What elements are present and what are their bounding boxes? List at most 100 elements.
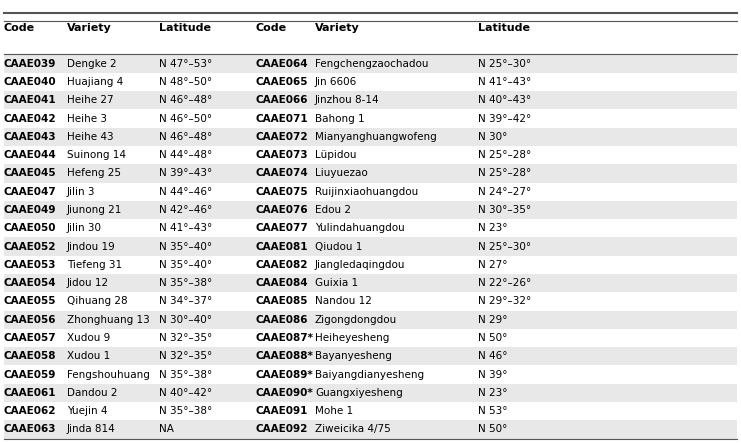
Text: Jindou 19: Jindou 19: [67, 241, 116, 252]
Text: Nandou 12: Nandou 12: [315, 296, 372, 307]
Text: N 32°–35°: N 32°–35°: [159, 351, 213, 361]
Text: Latitude: Latitude: [478, 23, 530, 34]
Text: CAAE043: CAAE043: [4, 132, 56, 142]
Text: Xudou 1: Xudou 1: [67, 351, 110, 361]
Text: Bayanyesheng: Bayanyesheng: [315, 351, 392, 361]
Text: CAAE071: CAAE071: [256, 113, 308, 124]
Text: N 47°–53°: N 47°–53°: [159, 58, 213, 69]
Text: N 50°: N 50°: [478, 333, 508, 343]
Text: CAAE054: CAAE054: [4, 278, 56, 288]
Text: CAAE073: CAAE073: [256, 150, 308, 160]
Text: CAAE055: CAAE055: [4, 296, 56, 307]
Text: Jiangledaqingdou: Jiangledaqingdou: [315, 260, 405, 270]
Text: N 35°–40°: N 35°–40°: [159, 260, 213, 270]
Text: CAAE042: CAAE042: [4, 113, 56, 124]
Text: N 23°: N 23°: [478, 388, 508, 398]
Text: Mianyanghuangwofeng: Mianyanghuangwofeng: [315, 132, 436, 142]
Text: N 44°–48°: N 44°–48°: [159, 150, 213, 160]
Text: Dengke 2: Dengke 2: [67, 58, 116, 69]
Bar: [4, 311, 737, 329]
Text: CAAE076: CAAE076: [256, 205, 308, 215]
Text: CAAE040: CAAE040: [4, 77, 56, 87]
Bar: [4, 384, 737, 402]
Text: CAAE072: CAAE072: [256, 132, 308, 142]
Text: N 39°: N 39°: [478, 369, 508, 380]
Bar: [4, 292, 737, 311]
Text: Xudou 9: Xudou 9: [67, 333, 110, 343]
Text: Jilin 30: Jilin 30: [67, 223, 102, 233]
Text: CAAE053: CAAE053: [4, 260, 56, 270]
Text: CAAE087*: CAAE087*: [256, 333, 313, 343]
Text: N 23°: N 23°: [478, 223, 508, 233]
Text: N 24°–27°: N 24°–27°: [478, 187, 531, 197]
Text: Jidou 12: Jidou 12: [67, 278, 109, 288]
Text: N 30°–40°: N 30°–40°: [159, 315, 213, 325]
Text: CAAE081: CAAE081: [256, 241, 308, 252]
Text: Zhonghuang 13: Zhonghuang 13: [67, 315, 150, 325]
Text: Jinzhou 8-14: Jinzhou 8-14: [315, 95, 379, 105]
Text: Mohe 1: Mohe 1: [315, 406, 353, 416]
Text: N 25°–28°: N 25°–28°: [478, 150, 531, 160]
Bar: [4, 146, 737, 164]
Bar: [4, 274, 737, 292]
Text: N 50°: N 50°: [478, 424, 508, 435]
Bar: [4, 219, 737, 237]
Text: CAAE074: CAAE074: [256, 168, 308, 179]
Text: CAAE092: CAAE092: [256, 424, 308, 435]
Text: Suinong 14: Suinong 14: [67, 150, 126, 160]
Text: CAAE058: CAAE058: [4, 351, 56, 361]
Text: Qihuang 28: Qihuang 28: [67, 296, 127, 307]
Bar: [4, 183, 737, 201]
Text: NA: NA: [159, 424, 174, 435]
Text: CAAE047: CAAE047: [4, 187, 56, 197]
Text: N 41°–43°: N 41°–43°: [478, 77, 531, 87]
Text: CAAE062: CAAE062: [4, 406, 56, 416]
Bar: [4, 365, 737, 384]
Text: Fengshouhuang: Fengshouhuang: [67, 369, 150, 380]
Text: N 35°–38°: N 35°–38°: [159, 406, 213, 416]
Text: N 39°–43°: N 39°–43°: [159, 168, 213, 179]
Text: N 41°–43°: N 41°–43°: [159, 223, 213, 233]
Text: N 53°: N 53°: [478, 406, 508, 416]
Text: Tiefeng 31: Tiefeng 31: [67, 260, 122, 270]
Text: Dandou 2: Dandou 2: [67, 388, 117, 398]
Text: N 27°: N 27°: [478, 260, 508, 270]
Text: Variety: Variety: [67, 23, 111, 34]
Text: N 46°–48°: N 46°–48°: [159, 132, 213, 142]
Bar: [4, 256, 737, 274]
Bar: [4, 73, 737, 91]
Text: Code: Code: [256, 23, 287, 34]
Text: Jinda 814: Jinda 814: [67, 424, 116, 435]
Text: CAAE052: CAAE052: [4, 241, 56, 252]
Text: Latitude: Latitude: [159, 23, 211, 34]
Text: CAAE065: CAAE065: [256, 77, 308, 87]
Text: Heihe 43: Heihe 43: [67, 132, 113, 142]
Text: Huajiang 4: Huajiang 4: [67, 77, 123, 87]
Text: N 29°: N 29°: [478, 315, 508, 325]
Text: Hefeng 25: Hefeng 25: [67, 168, 121, 179]
Text: N 39°–42°: N 39°–42°: [478, 113, 531, 124]
Text: N 48°–50°: N 48°–50°: [159, 77, 213, 87]
Text: Qiudou 1: Qiudou 1: [315, 241, 362, 252]
Text: Baiyangdianyesheng: Baiyangdianyesheng: [315, 369, 424, 380]
Text: N 25°–30°: N 25°–30°: [478, 58, 531, 69]
Text: CAAE086: CAAE086: [256, 315, 308, 325]
Text: CAAE085: CAAE085: [256, 296, 308, 307]
Text: N 46°: N 46°: [478, 351, 508, 361]
Text: Bahong 1: Bahong 1: [315, 113, 365, 124]
Text: N 32°–35°: N 32°–35°: [159, 333, 213, 343]
Text: Heiheyesheng: Heiheyesheng: [315, 333, 389, 343]
Text: CAAE091: CAAE091: [256, 406, 308, 416]
Text: Yuejin 4: Yuejin 4: [67, 406, 107, 416]
Text: CAAE050: CAAE050: [4, 223, 56, 233]
Text: CAAE075: CAAE075: [256, 187, 308, 197]
Text: CAAE064: CAAE064: [256, 58, 308, 69]
Text: N 44°–46°: N 44°–46°: [159, 187, 213, 197]
Text: CAAE066: CAAE066: [256, 95, 308, 105]
Text: N 46°–50°: N 46°–50°: [159, 113, 213, 124]
Text: N 42°–46°: N 42°–46°: [159, 205, 213, 215]
Text: Ziweicika 4/75: Ziweicika 4/75: [315, 424, 391, 435]
Bar: [4, 164, 737, 183]
Text: N 46°–48°: N 46°–48°: [159, 95, 213, 105]
Text: CAAE089*: CAAE089*: [256, 369, 313, 380]
